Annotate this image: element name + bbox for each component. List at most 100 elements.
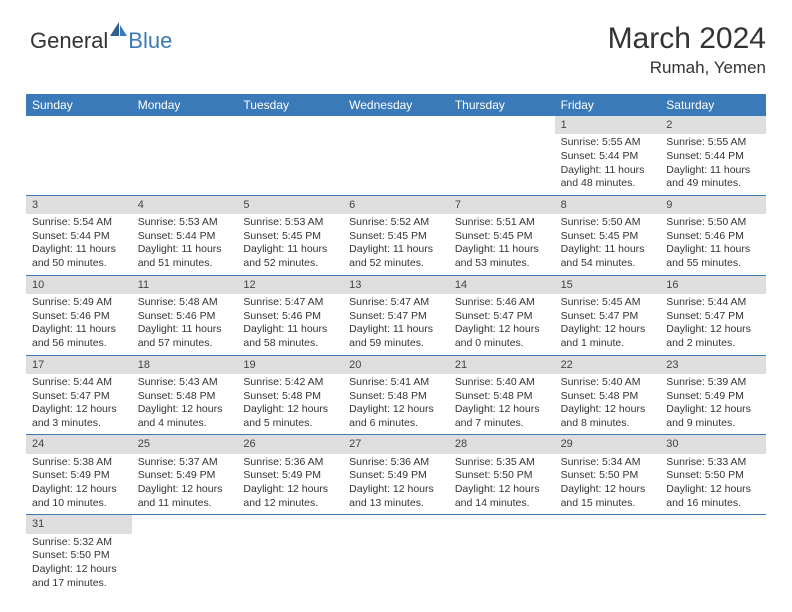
calendar: SundayMondayTuesdayWednesdayThursdayFrid…	[26, 94, 766, 594]
location: Rumah, Yemen	[608, 58, 766, 78]
detail-line: Sunrise: 5:36 AM	[243, 456, 337, 470]
detail-line: and 49 minutes.	[666, 177, 760, 191]
day-cell: 30Sunrise: 5:33 AMSunset: 5:50 PMDayligh…	[660, 435, 766, 514]
empty-daynum	[343, 116, 449, 134]
day-number: 29	[555, 435, 661, 453]
detail-line: Sunset: 5:46 PM	[666, 230, 760, 244]
day-number: 17	[26, 356, 132, 374]
week-row: 10Sunrise: 5:49 AMSunset: 5:46 PMDayligh…	[26, 276, 766, 356]
detail-line: Sunset: 5:45 PM	[243, 230, 337, 244]
detail-line: and 3 minutes.	[32, 417, 126, 431]
day-details: Sunrise: 5:50 AMSunset: 5:46 PMDaylight:…	[660, 214, 766, 275]
day-number: 2	[660, 116, 766, 134]
detail-line: and 48 minutes.	[561, 177, 655, 191]
empty-cell	[555, 515, 661, 594]
day-details: Sunrise: 5:50 AMSunset: 5:45 PMDaylight:…	[555, 214, 661, 275]
day-number: 3	[26, 196, 132, 214]
detail-line: Sunrise: 5:49 AM	[32, 296, 126, 310]
detail-line: Sunset: 5:47 PM	[455, 310, 549, 324]
detail-line: Sunset: 5:44 PM	[666, 150, 760, 164]
empty-daynum	[132, 116, 238, 134]
day-number: 30	[660, 435, 766, 453]
detail-line: Sunset: 5:50 PM	[561, 469, 655, 483]
day-details: Sunrise: 5:40 AMSunset: 5:48 PMDaylight:…	[555, 374, 661, 435]
detail-line: Daylight: 12 hours	[32, 403, 126, 417]
day-header: Monday	[132, 94, 238, 116]
detail-line: Sunrise: 5:32 AM	[32, 536, 126, 550]
detail-line: Sunset: 5:49 PM	[243, 469, 337, 483]
day-number: 7	[449, 196, 555, 214]
detail-line: Daylight: 12 hours	[32, 483, 126, 497]
day-cell: 28Sunrise: 5:35 AMSunset: 5:50 PMDayligh…	[449, 435, 555, 514]
day-details: Sunrise: 5:37 AMSunset: 5:49 PMDaylight:…	[132, 454, 238, 515]
empty-cell	[343, 116, 449, 195]
detail-line: Sunset: 5:49 PM	[32, 469, 126, 483]
detail-line: Sunset: 5:49 PM	[349, 469, 443, 483]
detail-line: Sunrise: 5:47 AM	[243, 296, 337, 310]
day-number: 6	[343, 196, 449, 214]
day-number: 31	[26, 515, 132, 533]
day-cell: 19Sunrise: 5:42 AMSunset: 5:48 PMDayligh…	[237, 356, 343, 435]
day-number: 21	[449, 356, 555, 374]
detail-line: Sunset: 5:45 PM	[349, 230, 443, 244]
detail-line: and 57 minutes.	[138, 337, 232, 351]
day-cell: 11Sunrise: 5:48 AMSunset: 5:46 PMDayligh…	[132, 276, 238, 355]
detail-line: Sunset: 5:47 PM	[561, 310, 655, 324]
detail-line: Daylight: 12 hours	[243, 483, 337, 497]
detail-line: Sunrise: 5:50 AM	[561, 216, 655, 230]
detail-line: Sunset: 5:48 PM	[138, 390, 232, 404]
detail-line: Daylight: 12 hours	[561, 403, 655, 417]
day-number: 15	[555, 276, 661, 294]
day-details: Sunrise: 5:46 AMSunset: 5:47 PMDaylight:…	[449, 294, 555, 355]
empty-daynum	[449, 116, 555, 134]
detail-line: Sunset: 5:44 PM	[32, 230, 126, 244]
day-details: Sunrise: 5:41 AMSunset: 5:48 PMDaylight:…	[343, 374, 449, 435]
detail-line: Daylight: 11 hours	[138, 323, 232, 337]
detail-line: Sunrise: 5:40 AM	[455, 376, 549, 390]
empty-cell	[449, 515, 555, 594]
detail-line: and 13 minutes.	[349, 497, 443, 511]
detail-line: Sunset: 5:50 PM	[32, 549, 126, 563]
detail-line: Sunrise: 5:41 AM	[349, 376, 443, 390]
day-details: Sunrise: 5:36 AMSunset: 5:49 PMDaylight:…	[237, 454, 343, 515]
day-cell: 20Sunrise: 5:41 AMSunset: 5:48 PMDayligh…	[343, 356, 449, 435]
day-cell: 16Sunrise: 5:44 AMSunset: 5:47 PMDayligh…	[660, 276, 766, 355]
page-title: March 2024	[608, 22, 766, 56]
day-number: 27	[343, 435, 449, 453]
day-number: 11	[132, 276, 238, 294]
week-row: 3Sunrise: 5:54 AMSunset: 5:44 PMDaylight…	[26, 196, 766, 276]
detail-line: and 1 minute.	[561, 337, 655, 351]
day-details: Sunrise: 5:44 AMSunset: 5:47 PMDaylight:…	[660, 294, 766, 355]
day-number: 26	[237, 435, 343, 453]
day-cell: 27Sunrise: 5:36 AMSunset: 5:49 PMDayligh…	[343, 435, 449, 514]
day-cell: 23Sunrise: 5:39 AMSunset: 5:49 PMDayligh…	[660, 356, 766, 435]
detail-line: Sunset: 5:45 PM	[561, 230, 655, 244]
detail-line: and 0 minutes.	[455, 337, 549, 351]
day-cell: 25Sunrise: 5:37 AMSunset: 5:49 PMDayligh…	[132, 435, 238, 514]
detail-line: Sunset: 5:46 PM	[243, 310, 337, 324]
week-row: 1Sunrise: 5:55 AMSunset: 5:44 PMDaylight…	[26, 116, 766, 196]
day-details: Sunrise: 5:38 AMSunset: 5:49 PMDaylight:…	[26, 454, 132, 515]
detail-line: and 51 minutes.	[138, 257, 232, 271]
detail-line: Daylight: 11 hours	[349, 243, 443, 257]
detail-line: and 59 minutes.	[349, 337, 443, 351]
empty-cell	[449, 116, 555, 195]
day-details: Sunrise: 5:51 AMSunset: 5:45 PMDaylight:…	[449, 214, 555, 275]
detail-line: Sunset: 5:48 PM	[561, 390, 655, 404]
detail-line: and 53 minutes.	[455, 257, 549, 271]
day-details: Sunrise: 5:33 AMSunset: 5:50 PMDaylight:…	[660, 454, 766, 515]
detail-line: Daylight: 11 hours	[666, 164, 760, 178]
detail-line: and 2 minutes.	[666, 337, 760, 351]
detail-line: Sunset: 5:48 PM	[243, 390, 337, 404]
detail-line: Sunset: 5:49 PM	[666, 390, 760, 404]
header: General Blue March 2024 Rumah, Yemen	[0, 0, 792, 88]
day-cell: 8Sunrise: 5:50 AMSunset: 5:45 PMDaylight…	[555, 196, 661, 275]
day-cell: 26Sunrise: 5:36 AMSunset: 5:49 PMDayligh…	[237, 435, 343, 514]
day-details: Sunrise: 5:47 AMSunset: 5:46 PMDaylight:…	[237, 294, 343, 355]
detail-line: and 52 minutes.	[243, 257, 337, 271]
detail-line: Daylight: 12 hours	[455, 483, 549, 497]
day-number: 16	[660, 276, 766, 294]
day-details: Sunrise: 5:49 AMSunset: 5:46 PMDaylight:…	[26, 294, 132, 355]
day-cell: 12Sunrise: 5:47 AMSunset: 5:46 PMDayligh…	[237, 276, 343, 355]
detail-line: and 7 minutes.	[455, 417, 549, 431]
